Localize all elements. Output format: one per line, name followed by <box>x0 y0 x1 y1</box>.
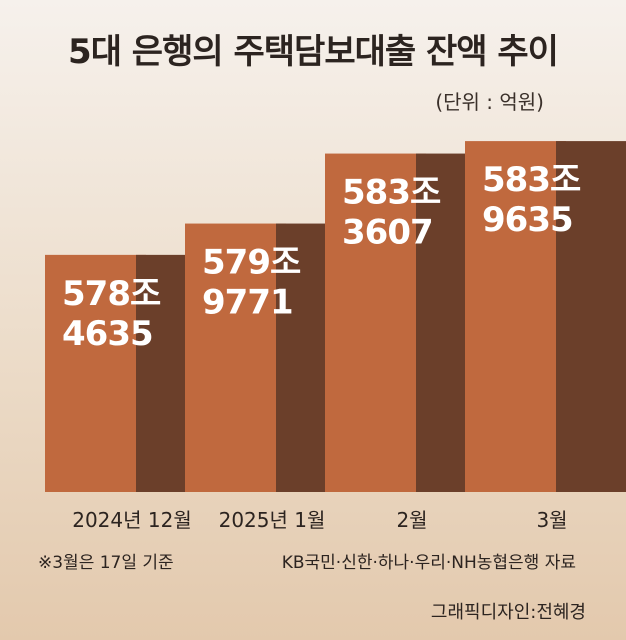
bar-3-light <box>325 153 426 492</box>
bar-2-value-label-2: 9771 <box>202 283 293 323</box>
bar-3-value-label-2: 3607 <box>342 213 433 253</box>
bar-1-value-label-1: 578조 <box>62 274 161 314</box>
bar-1-value-label-2: 4635 <box>62 314 153 354</box>
bar-4-dark <box>556 141 626 492</box>
category-label-3: 2월 <box>396 508 427 532</box>
footnote: ※3월은 17일 기준 <box>38 553 174 573</box>
bar-4-value-label-1: 583조 <box>482 160 581 200</box>
category-label-1: 2024년 12월 <box>72 508 192 532</box>
graphic-credit: 그래픽디자인:전혜경 <box>430 602 586 623</box>
bar-4-light <box>465 141 566 492</box>
bar-2-light <box>185 223 286 492</box>
category-label-2: 2025년 1월 <box>219 508 326 532</box>
chart-title: 5대 은행의 주택담보대출 잔액 추이 <box>68 32 559 72</box>
bar-3-value-label-1: 583조 <box>342 173 441 213</box>
bar-2-value-label-1: 579조 <box>202 243 301 283</box>
bar-4-value-label-2: 9635 <box>482 200 573 240</box>
source-note: KB국민·신한·하나·우리·NH농협은행 자료 <box>281 553 576 573</box>
bar-1-light <box>45 254 146 492</box>
category-label-4: 3월 <box>536 508 567 532</box>
unit-label: (단위 : 억원) <box>435 90 544 114</box>
